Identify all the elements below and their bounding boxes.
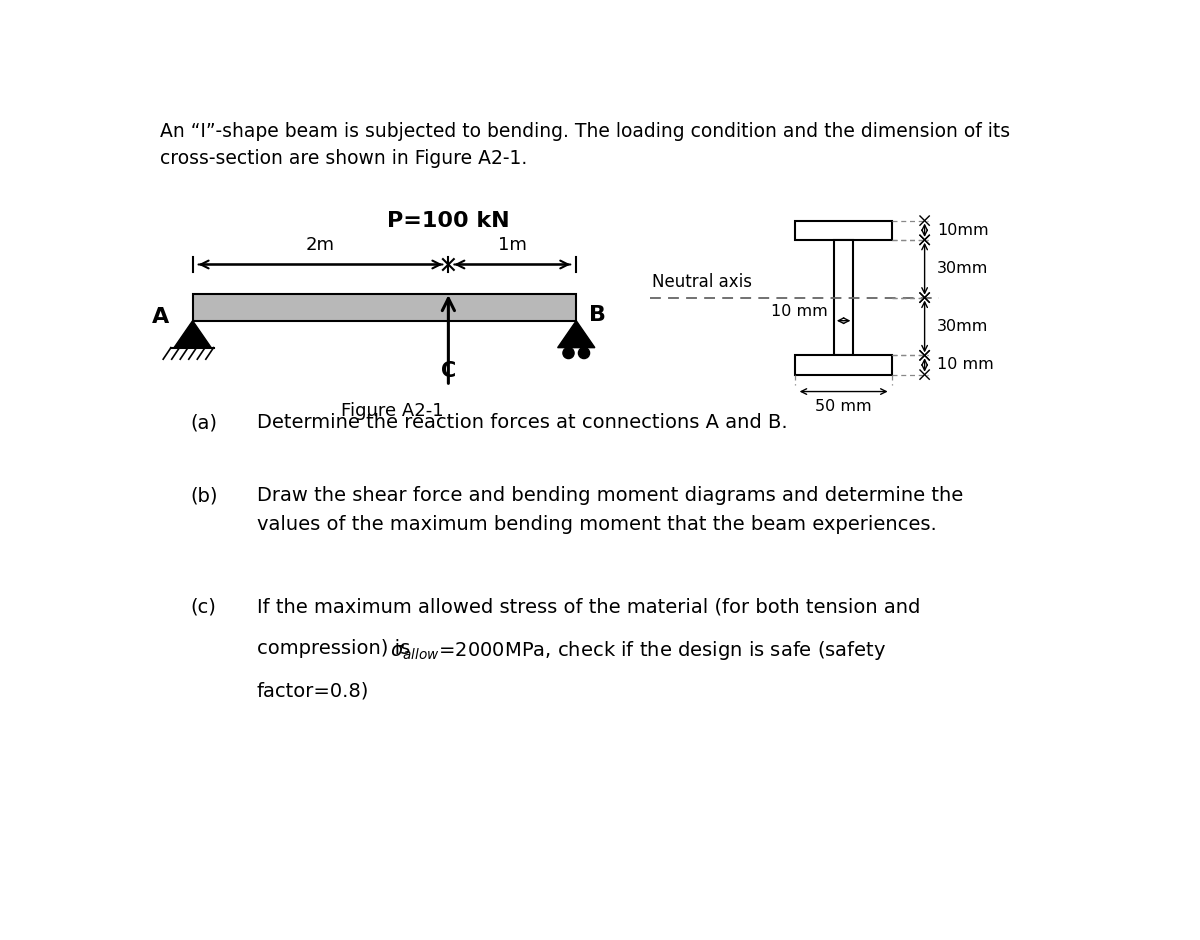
Text: (a): (a) [191,413,217,432]
Text: Draw the shear force and bending moment diagrams and determine the
values of the: Draw the shear force and bending moment … [257,486,964,534]
Text: 10mm: 10mm [937,223,989,238]
Text: (c): (c) [191,598,216,617]
Text: B: B [589,305,606,324]
Bar [796,355,892,375]
Text: Figure A2-1: Figure A2-1 [341,401,444,419]
Polygon shape [174,321,211,348]
Circle shape [563,348,574,358]
Text: (b): (b) [191,486,218,506]
Text: A: A [152,306,169,327]
Text: If the maximum allowed stress of the material (for both tension and: If the maximum allowed stress of the mat… [257,598,920,617]
Text: P=100 kN: P=100 kN [388,211,510,230]
Text: 2m: 2m [306,237,335,255]
Text: 10 mm: 10 mm [770,304,828,319]
Text: 1m: 1m [498,237,527,255]
Text: 50 mm: 50 mm [815,400,872,415]
Text: Neutral axis: Neutral axis [653,274,752,291]
Text: 10 mm: 10 mm [937,357,994,372]
Circle shape [578,348,589,358]
Text: Determine the reaction forces at connections A and B.: Determine the reaction forces at connect… [257,413,787,432]
Bar [796,221,892,240]
Text: An “I”-shape beam is subjected to bending. The loading condition and the dimensi: An “I”-shape beam is subjected to bendin… [160,122,1010,167]
Polygon shape [558,321,595,348]
Bar [193,293,576,321]
Text: 30mm: 30mm [937,319,989,334]
Text: factor=0.8): factor=0.8) [257,682,370,700]
Text: compression) is: compression) is [257,639,416,659]
Text: C: C [440,361,456,381]
Bar [834,240,853,355]
Text: 30mm: 30mm [937,261,989,276]
Text: $\sigma_{\mathit{allow}}$=2000MPa, check if the design is safe (safety: $\sigma_{\mathit{allow}}$=2000MPa, check… [390,639,887,663]
